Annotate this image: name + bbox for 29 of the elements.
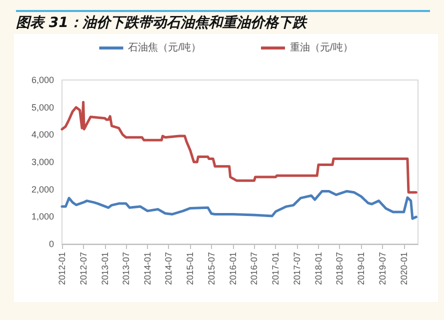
x-tick-label: 2017-01 — [270, 252, 281, 286]
x-tick-label: 2014-07 — [164, 252, 174, 286]
legend-label: 重油（元/吨） — [290, 42, 353, 54]
line-series — [60, 100, 418, 194]
x-tick-label: 2013-07 — [120, 252, 131, 286]
x-tick-label: 2016-07 — [249, 252, 260, 286]
line-series — [60, 190, 418, 220]
x-tick-label: 2019-07 — [377, 252, 388, 286]
y-tick-label: 4,000 — [31, 130, 54, 140]
x-tick-label: 2018-07 — [334, 252, 345, 286]
y-tick-label: 0 — [48, 239, 54, 249]
x-tick-label: 2012-01 — [57, 252, 67, 286]
x-tick-label: 2014-01 — [142, 252, 153, 286]
x-tick-label: 2016-01 — [228, 252, 238, 286]
y-tick-label: 6,000 — [31, 75, 54, 85]
x-tick-label: 2019-01 — [356, 252, 366, 286]
y-tick-label: 5,000 — [31, 102, 54, 112]
x-tick-label: 2017-07 — [292, 252, 302, 286]
x-tick-label: 2012-07 — [78, 252, 88, 286]
x-tick-label: 2015-01 — [185, 252, 196, 286]
y-tick-label: 1,000 — [31, 212, 54, 222]
x-tick-label: 2015-07 — [206, 252, 216, 286]
x-tick-label: 2020-01 — [398, 252, 409, 286]
y-tick-label: 3,000 — [31, 157, 54, 167]
legend-label: 石油焦（元/吨） — [128, 42, 202, 54]
y-tick-label: 2,000 — [31, 184, 54, 194]
chart-title: 图表 31：油价下跌带动石油焦和重油价格下跌 — [16, 10, 430, 32]
x-tick-label: 2018-01 — [313, 252, 324, 286]
x-tick-label: 2013-01 — [100, 252, 110, 286]
